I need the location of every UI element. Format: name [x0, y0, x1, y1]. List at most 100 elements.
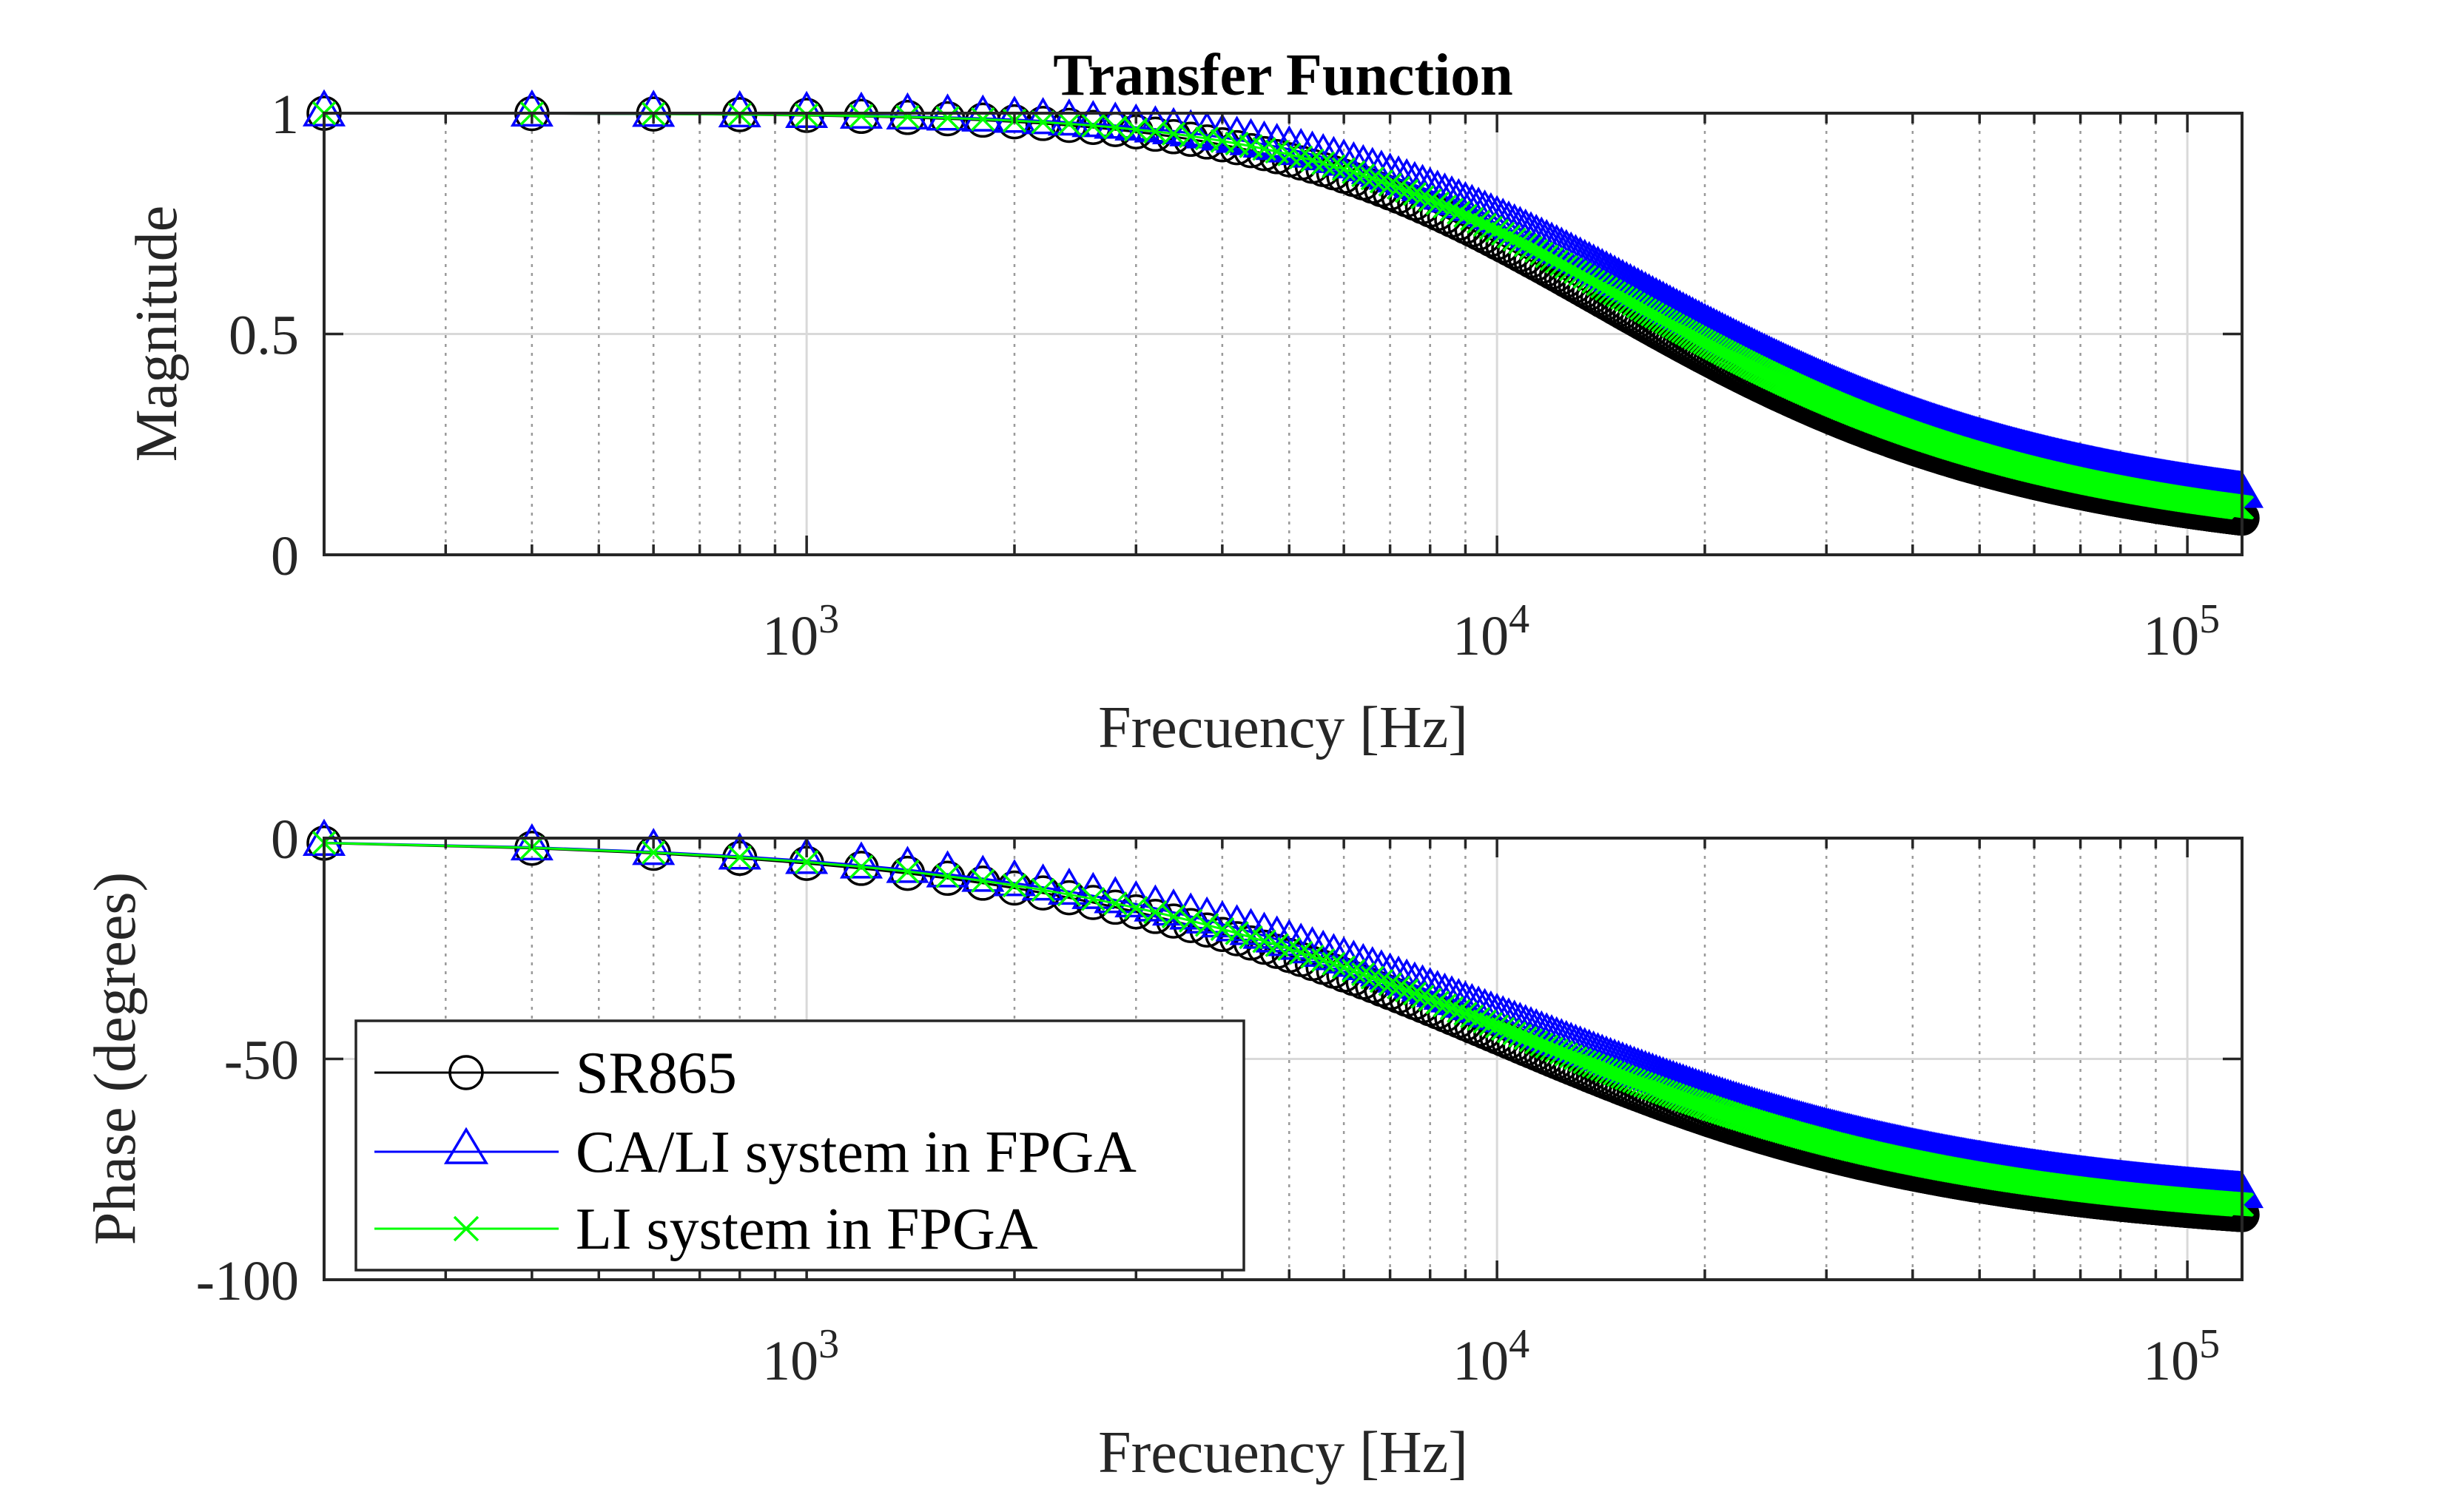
phase-data-point [1598, 1059, 1623, 1084]
phase-data-point [1002, 873, 1027, 898]
magnitude-data-point [1402, 182, 1427, 206]
magnitude-data-point [1594, 277, 1619, 301]
phase-data-point [1143, 900, 1168, 925]
magnitude-y-tick-label: 1 [271, 84, 299, 146]
phase-data-point [1378, 972, 1402, 996]
magnitude-data-point [1081, 113, 1105, 138]
phase-y-tick-label: -100 [196, 1250, 299, 1312]
magnitude-data-point [1425, 191, 1450, 216]
phase-data-point [1057, 882, 1082, 907]
magnitude-data-point [1331, 157, 1356, 181]
phase-data-point [839, 841, 883, 879]
phase-data-point [1178, 908, 1203, 933]
magnitude-data-point [1342, 160, 1366, 185]
magnitude-data-point [1103, 115, 1128, 140]
magnitude-data-point [1447, 200, 1471, 225]
phase-data-point [1581, 1053, 1606, 1078]
phase-data-point [1021, 863, 1065, 901]
magnitude-data-point [1410, 185, 1435, 209]
phase-data-point [1425, 990, 1450, 1015]
magnitude-data-point [1433, 194, 1457, 219]
magnitude-y-tick-label: 0.5 [229, 305, 299, 367]
legend-marker-circle [448, 1055, 484, 1090]
phase-data-point [1210, 917, 1235, 942]
phase-data-point [1081, 887, 1105, 911]
magnitude-data-point [1378, 172, 1402, 197]
phase-data-point [510, 823, 553, 861]
phase-plot-area [302, 818, 2264, 1232]
phase-data-point [1369, 968, 1394, 993]
magnitude-data-point [1021, 97, 1065, 135]
phase-data-point [1589, 1056, 1615, 1081]
magnitude-x-tick-label: 103 [762, 596, 839, 667]
magnitude-data-point [1169, 109, 1213, 146]
phase-series-2 [312, 831, 2255, 1217]
chart-title: Transfer Function [1053, 43, 1512, 108]
phase-data-point [1161, 904, 1186, 929]
phase-data-point [1478, 1012, 1504, 1036]
magnitude-data-point [895, 104, 920, 129]
phase-data-point [1472, 1009, 1497, 1034]
legend: SR865 CA/LI system in FPGA LI system in … [354, 1019, 1245, 1272]
magnitude-data-point [1394, 178, 1419, 203]
magnitude-axes: 103 104 105 0 0.5 1 Transfer Function Frecuen… [124, 43, 2264, 760]
magnitude-data-point [1386, 175, 1411, 200]
legend-item-ca-li-fpga: CA/LI system in FPGA [374, 1120, 1137, 1185]
magnitude-data-point [1047, 98, 1091, 136]
phase-data-point [1225, 921, 1249, 945]
magnitude-data-point [1332, 141, 1376, 179]
magnitude-data-point [632, 90, 676, 127]
magnitude-y-tick-label: 0 [271, 525, 299, 587]
phase-data-point [1031, 877, 1055, 902]
magnitude-data-point [1466, 209, 1491, 234]
magnitude-data-point [718, 90, 761, 128]
phase-ticks: 103 104 105 -100 -50 0 [196, 809, 2242, 1392]
phase-data-point [1466, 1007, 1491, 1031]
magnitude-data-point [1598, 279, 1623, 303]
phase-x-tick-label: 105 [2143, 1321, 2220, 1392]
phase-data-point [1402, 981, 1427, 1006]
phase-y-tick-label: 0 [271, 809, 299, 871]
phase-y-axis-label: Phase (degrees) [83, 872, 148, 1245]
phase-x-axis-label: Frecuency [Hz] [1098, 1420, 1468, 1485]
magnitude-data-point [1369, 169, 1394, 194]
magnitude-data-point [1496, 224, 1521, 249]
phase-data-point [1360, 965, 1385, 990]
phase-y-tick-label: -50 [224, 1030, 299, 1092]
phase-data-point [926, 850, 969, 888]
legend-label-ca-li-fpga: CA/LI system in FPGA [576, 1120, 1137, 1185]
phase-data-point [935, 864, 960, 888]
magnitude-data-point [1478, 215, 1504, 240]
magnitude-data-point [992, 95, 1037, 133]
phase-data-point [961, 854, 1005, 892]
magnitude-plot-area [302, 89, 2264, 536]
magnitude-data-point [1210, 129, 1235, 153]
phase-data-point [895, 859, 920, 884]
phase-data-point [1252, 929, 1276, 954]
magnitude-data-point [1439, 198, 1464, 222]
phase-data-point [785, 837, 829, 874]
phase-data-point [992, 859, 1037, 897]
magnitude-x-axis-label: Frecuency [Hz] [1098, 695, 1468, 760]
phase-data-point [1124, 896, 1148, 920]
magnitude-data-point [1194, 126, 1219, 151]
phase-data-point [794, 850, 819, 874]
magnitude-data-point [1472, 212, 1497, 237]
phase-data-point [1564, 1046, 1588, 1070]
phase-data-point [1674, 1087, 1699, 1113]
legend-item-sr865: SR865 [374, 1041, 737, 1106]
phase-data-point [1594, 1058, 1619, 1083]
phase-data-point [1453, 1002, 1478, 1026]
phase-data-point [1447, 999, 1471, 1023]
phase-data-point [1386, 975, 1411, 1000]
magnitude-x-tick-label: 104 [1453, 596, 1529, 667]
phase-data-point [971, 868, 995, 893]
magnitude-data-point [1094, 101, 1137, 139]
magnitude-ticks: 103 104 105 0 0.5 1 [229, 84, 2242, 667]
phase-data-point [1439, 996, 1464, 1021]
magnitude-data-point [1057, 112, 1082, 136]
phase-data-point [1568, 1047, 1592, 1073]
phase-data-point [1671, 1087, 1695, 1111]
magnitude-data-point [1124, 117, 1148, 142]
